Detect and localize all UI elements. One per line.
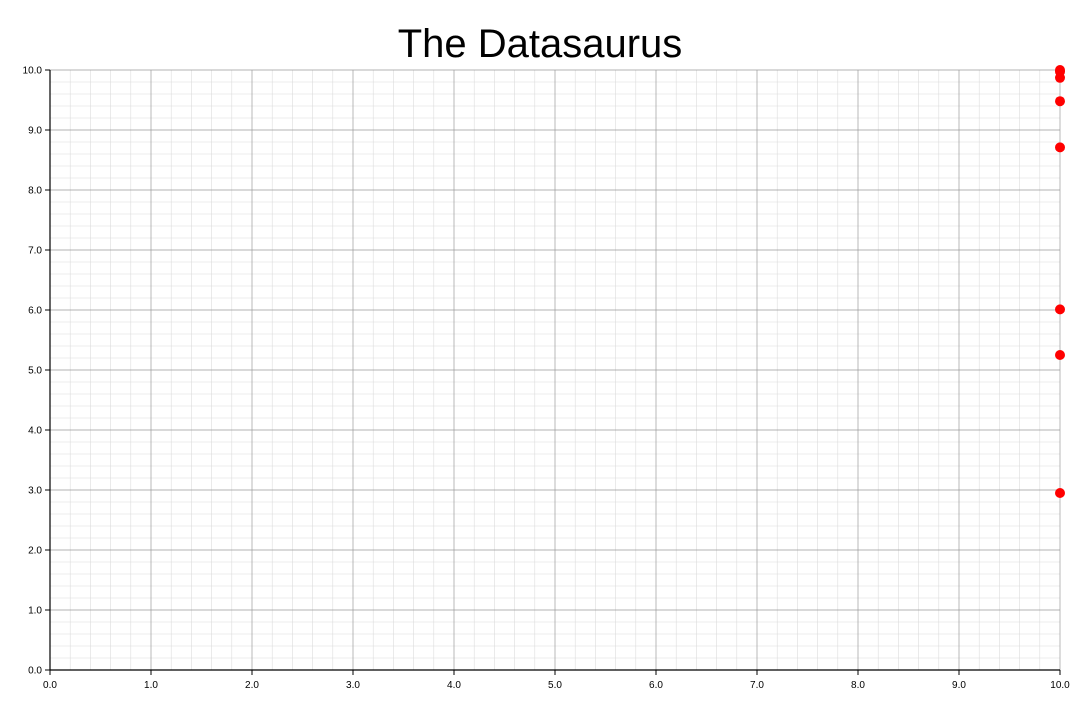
x-tick-label: 3.0	[346, 680, 360, 691]
data-point	[1055, 142, 1065, 153]
x-tick-label: 10.0	[1050, 680, 1070, 691]
y-tick-label: 8.0	[28, 186, 42, 197]
x-tick-label: 6.0	[649, 680, 663, 691]
y-tick-label: 6.0	[28, 306, 42, 317]
data-point	[1055, 96, 1065, 107]
data-point	[1055, 350, 1065, 360]
major-gridlines	[50, 69, 1061, 670]
y-tick-label: 10.0	[23, 66, 43, 77]
x-tick-label: 0.0	[43, 680, 57, 691]
x-tick-label: 7.0	[750, 680, 764, 691]
y-tick-label: 7.0	[28, 246, 42, 257]
x-tick-label: 9.0	[952, 680, 966, 691]
y-tick-label: 4.0	[28, 426, 42, 437]
chart-title: The Datasaurus	[398, 22, 683, 66]
y-tick-label: 9.0	[28, 126, 42, 137]
x-tick-label: 5.0	[548, 680, 562, 691]
x-tick-label: 1.0	[144, 680, 158, 691]
data-point	[1055, 304, 1065, 315]
x-tick-label: 4.0	[447, 680, 461, 691]
y-tick-label: 3.0	[28, 486, 42, 497]
y-tick-label: 2.0	[28, 546, 42, 557]
y-axis-ticks: 0.0 1.0 2.0 3.0 4.0 5.0 6.0 7.0 8.0 9.0 10.0	[23, 66, 50, 677]
x-tick-label: 2.0	[245, 680, 259, 691]
x-tick-label: 8.0	[851, 680, 865, 691]
data-point	[1055, 72, 1065, 83]
data-point	[1055, 488, 1065, 498]
x-axis-ticks: 0.0 1.0 2.0 3.0 4.0 5.0 6.0 7.0 8.0 9.0 10.0	[43, 670, 1070, 691]
y-tick-label: 1.0	[28, 606, 42, 617]
y-tick-label: 0.0	[28, 666, 42, 677]
data-points	[1055, 65, 1065, 498]
y-tick-label: 5.0	[28, 366, 42, 377]
